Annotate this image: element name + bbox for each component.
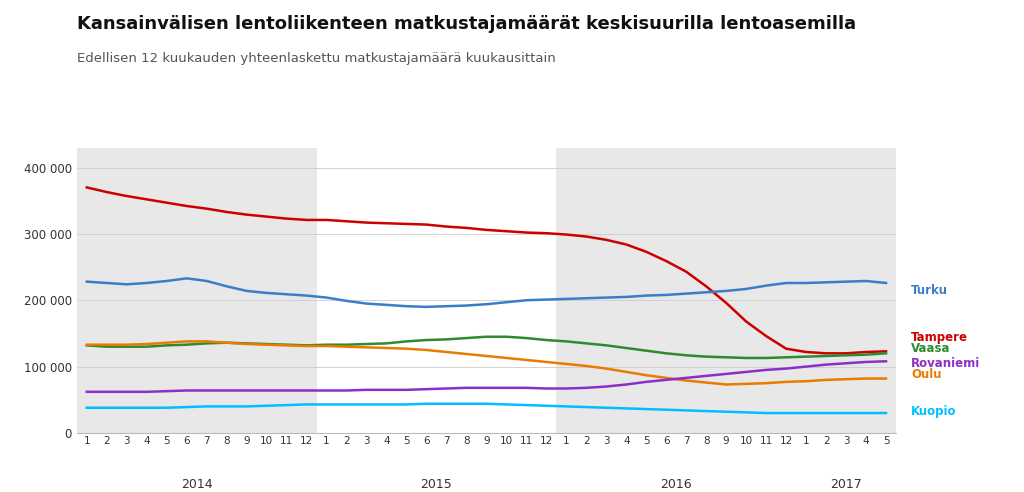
- Text: Vaasa: Vaasa: [911, 342, 951, 355]
- Text: 2017: 2017: [830, 478, 862, 491]
- Bar: [796, 148, 896, 433]
- Text: Kuopio: Kuopio: [911, 405, 956, 418]
- Text: Turku: Turku: [911, 284, 948, 297]
- Text: Oulu: Oulu: [911, 368, 942, 381]
- Text: 2015: 2015: [421, 478, 453, 491]
- Bar: [77, 148, 316, 433]
- Text: Kansainvälisen lentoliikenteen matkustajamäärät keskisuurilla lentoasemilla: Kansainvälisen lentoliikenteen matkustaj…: [77, 15, 856, 33]
- Bar: [556, 148, 796, 433]
- Text: Rovaniemi: Rovaniemi: [911, 357, 981, 369]
- Text: 2014: 2014: [181, 478, 213, 491]
- Text: 2016: 2016: [660, 478, 692, 491]
- Text: Tampere: Tampere: [911, 331, 969, 344]
- Text: Edellisen 12 kuukauden yhteenlaskettu matkustajamäärä kuukausittain: Edellisen 12 kuukauden yhteenlaskettu ma…: [77, 52, 556, 64]
